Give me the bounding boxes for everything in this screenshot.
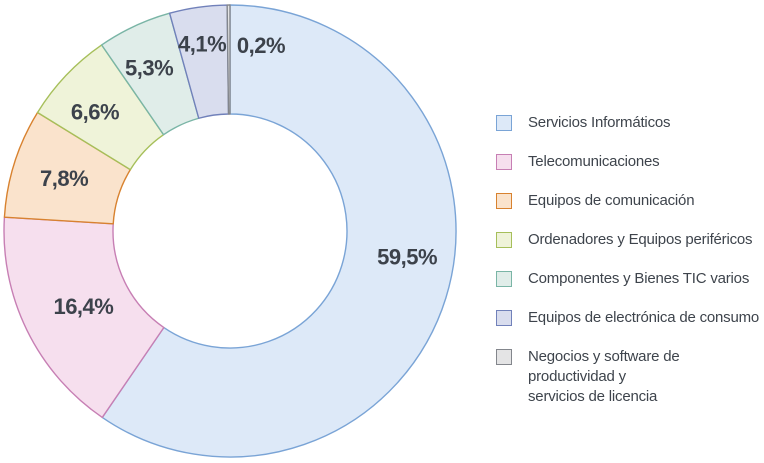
- donut-chart: 59,5% 16,4% 7,8% 6,6%5,3%4,1% 0,2%: [3, 4, 457, 458]
- legend-label: Ordenadores y Equipos periféricos: [528, 231, 753, 248]
- legend-item: Equipos de comunicación: [496, 191, 764, 211]
- slice-percent-label: 6,6%: [71, 100, 119, 125]
- slice-percent-label: 0,2%: [237, 33, 285, 58]
- legend-swatch: [496, 348, 512, 365]
- legend-label: Equipos de electrónica de consumo: [528, 309, 760, 326]
- legend-swatch: [496, 270, 512, 287]
- legend-swatch: [496, 153, 512, 170]
- legend-label: Servicios Informáticos: [528, 114, 671, 131]
- legend-item: Ordenadores y Equipos periféricos: [496, 230, 764, 250]
- legend-swatch: [496, 309, 512, 326]
- legend-label: Componentes y Bienes TIC varios: [528, 270, 750, 287]
- legend-swatch: [496, 114, 512, 131]
- legend-swatch: [496, 192, 512, 209]
- legend-item: Equipos de electrónica de consumo: [496, 308, 764, 328]
- legend-label: Negocios y software de productividad y se…: [528, 348, 680, 405]
- legend-item: Componentes y Bienes TIC varios: [496, 269, 764, 289]
- slice-percent-label: 5,3%: [125, 56, 173, 81]
- legend-item: Negocios y software de productividad y se…: [496, 347, 764, 407]
- donut-slice-7: [226, 4, 231, 115]
- legend-label: Telecomunicaciones: [528, 153, 660, 170]
- slice-percent-label: 4,1%: [178, 32, 226, 57]
- slice-percent-label: 7,8%: [40, 166, 88, 191]
- donut-slice-1: [101, 4, 457, 458]
- legend-swatch: [496, 231, 512, 248]
- legend-item: Servicios Informáticos: [496, 113, 764, 133]
- slice-percent-label: 59,5%: [377, 245, 437, 270]
- slice-percent-label: 16,4%: [53, 294, 113, 319]
- legend-label: Equipos de comunicación: [528, 192, 695, 209]
- legend: Servicios Informáticos Telecomunicaciones…: [496, 113, 764, 407]
- legend-item: Telecomunicaciones: [496, 152, 764, 172]
- donut-slice-2: [3, 216, 165, 419]
